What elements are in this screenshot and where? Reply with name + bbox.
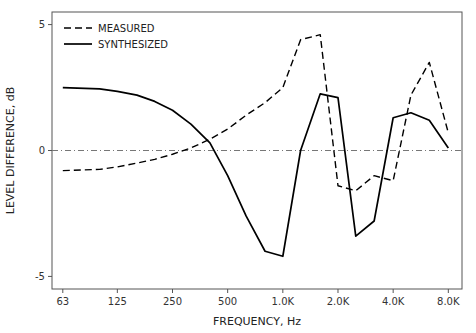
chart: 63 125 250 500 1.0K 2.0K 4.0K 8.0K -5 0 5 FREQUENCY… [0,0,476,333]
x-tick-label: 4.0K [382,296,405,307]
x-tick [172,289,173,293]
legend: MEASURED SYNTHESIZED [64,23,168,50]
reference-line [52,150,462,151]
legend-label: MEASURED [98,23,155,34]
x-tick-label: 1.0K [272,296,295,307]
legend-label: SYNTHESIZED [98,39,168,50]
x-tick [448,289,449,293]
x-tick-label: 125 [108,296,127,307]
x-tick [393,289,394,293]
plot-frame [52,12,462,289]
y-tick [48,24,52,25]
y-axis-label: LEVEL DIFFERENCE, dB [4,87,17,214]
y-tick-label: -5 [35,271,45,282]
x-tick-label: 8.0K [437,296,460,307]
legend-swatch [64,43,92,45]
x-tick-label: 2.0K [327,296,350,307]
x-tick [117,289,118,293]
y-tick [48,276,52,277]
x-tick-label: 63 [56,296,69,307]
axes: 63 125 250 500 1.0K 2.0K 4.0K 8.0K -5 0 5 [35,19,460,307]
x-tick [227,289,228,293]
series-line [63,35,449,191]
legend-swatch [64,27,92,28]
x-tick [282,289,283,293]
series-line [63,88,449,257]
x-axis-label: FREQUENCY, Hz [213,315,301,328]
x-tick [337,289,338,293]
x-tick-label: 500 [218,296,237,307]
y-tick-label: 0 [39,145,45,156]
x-tick-label: 250 [163,296,182,307]
y-tick-label: 5 [39,19,45,30]
y-tick [48,150,52,151]
plot-area [52,35,462,257]
x-tick [62,289,63,293]
